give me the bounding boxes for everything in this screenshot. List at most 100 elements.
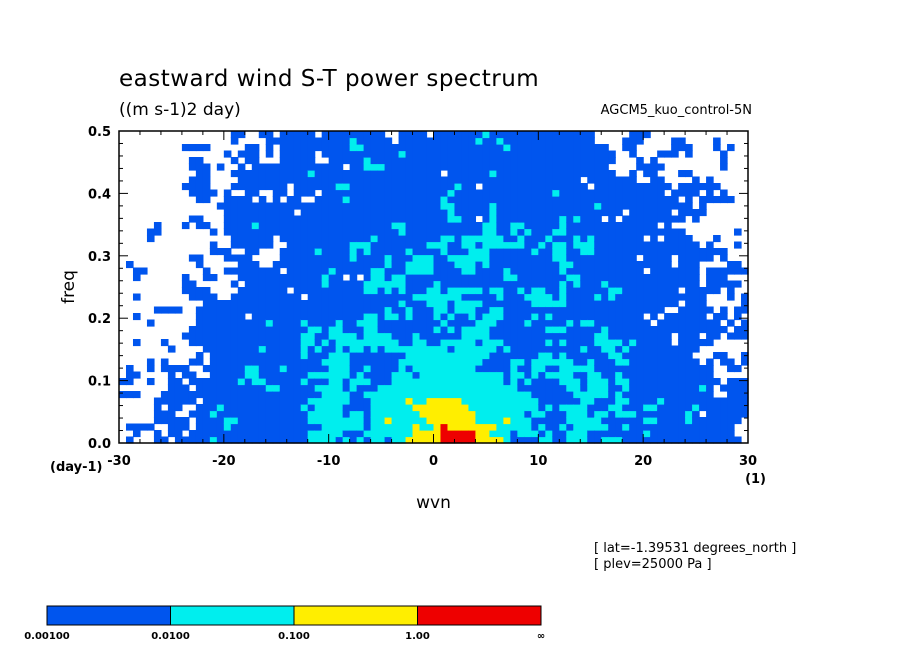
heatmap-cell	[468, 248, 477, 256]
heatmap-cell	[503, 170, 511, 178]
heatmap-cell	[363, 345, 372, 353]
heatmap-cell	[461, 144, 470, 152]
heatmap-cell	[363, 196, 372, 204]
heatmap-cell	[209, 384, 218, 392]
heatmap-cell	[489, 261, 497, 269]
heatmap-cell	[419, 222, 428, 230]
heatmap-cell	[692, 397, 700, 405]
heatmap-cell	[286, 345, 295, 353]
heatmap-cell	[713, 332, 721, 340]
heatmap-cell	[391, 345, 400, 353]
heatmap-cell	[363, 306, 372, 314]
heatmap-cell	[258, 410, 267, 418]
heatmap-cell	[545, 215, 553, 223]
heatmap-cell	[622, 306, 630, 314]
heatmap-cell	[440, 267, 449, 275]
heatmap-cell	[482, 150, 491, 158]
heatmap-cell	[426, 170, 435, 178]
heatmap-cell	[475, 404, 484, 412]
heatmap-cell	[426, 150, 435, 158]
heatmap-cell	[447, 436, 456, 444]
heatmap-cell	[391, 423, 400, 431]
heatmap-cell	[643, 436, 651, 444]
heatmap-cell	[412, 235, 421, 243]
heatmap-cell	[419, 306, 428, 314]
heatmap-cell	[573, 293, 581, 301]
heatmap-cell	[559, 410, 567, 418]
heatmap-cell	[335, 430, 344, 438]
heatmap-cell	[566, 352, 574, 360]
heatmap-cell	[328, 345, 337, 353]
heatmap-cell	[328, 209, 337, 217]
heatmap-cell	[363, 280, 372, 288]
heatmap-cell	[181, 144, 190, 152]
heatmap-cell	[664, 209, 672, 217]
heatmap-cell	[587, 241, 595, 249]
heatmap-cell	[279, 183, 288, 191]
heatmap-cell	[335, 423, 344, 431]
heatmap-cell	[384, 313, 393, 321]
heatmap-cell	[398, 397, 407, 405]
heatmap-cell	[174, 384, 183, 392]
heatmap-cell	[615, 332, 623, 340]
heatmap-cell	[608, 170, 616, 178]
heatmap-cell	[272, 332, 281, 340]
heatmap-cell	[426, 423, 435, 431]
heatmap-cell	[384, 417, 393, 425]
heatmap-cell	[398, 150, 407, 158]
heatmap-cell	[454, 371, 463, 379]
heatmap-cell	[440, 436, 449, 444]
heatmap-cell	[664, 404, 672, 412]
heatmap-cell	[496, 157, 504, 165]
heatmap-cell	[524, 345, 532, 353]
heatmap-cell	[328, 150, 337, 158]
heatmap-cell	[251, 222, 260, 230]
heatmap-cell	[174, 430, 183, 438]
heatmap-cell	[349, 170, 358, 178]
heatmap-cell	[545, 417, 553, 425]
heatmap-cell	[566, 131, 574, 139]
heatmap-cell	[223, 228, 232, 236]
heatmap-cell	[650, 436, 658, 444]
heatmap-cell	[713, 274, 721, 282]
heatmap-cell	[538, 378, 546, 386]
heatmap-cell	[300, 144, 309, 152]
heatmap-cell	[433, 150, 442, 158]
heatmap-cell	[251, 280, 260, 288]
heatmap-cell	[251, 391, 260, 399]
heatmap-cell	[195, 404, 204, 412]
heatmap-cell	[321, 352, 330, 360]
heatmap-cell	[363, 215, 372, 223]
heatmap-cell	[237, 378, 246, 386]
heatmap-cell	[601, 410, 609, 418]
heatmap-cell	[538, 170, 546, 178]
heatmap-cell	[363, 384, 372, 392]
heatmap-cell	[195, 352, 204, 360]
heatmap-cell	[314, 397, 323, 405]
heatmap-cell	[321, 267, 330, 275]
heatmap-cell	[230, 319, 239, 327]
heatmap-cell	[468, 241, 477, 249]
heatmap-cell	[650, 196, 658, 204]
heatmap-cell	[265, 222, 274, 230]
heatmap-cell	[531, 150, 539, 158]
heatmap-cell	[335, 417, 344, 425]
heatmap-cell	[258, 228, 267, 236]
heatmap-cell	[727, 196, 735, 204]
heatmap-cell	[321, 170, 330, 178]
heatmap-cell	[608, 352, 616, 360]
heatmap-cell	[314, 215, 323, 223]
heatmap-cell	[153, 430, 162, 438]
heatmap-cell	[230, 430, 239, 438]
heatmap-cell	[482, 144, 491, 152]
heatmap-cell	[489, 430, 497, 438]
heatmap-cell	[454, 423, 463, 431]
heatmap-cell	[349, 248, 358, 256]
heatmap-cell	[349, 280, 358, 288]
heatmap-cell	[629, 215, 637, 223]
heatmap-cell	[377, 345, 386, 353]
heatmap-cell	[594, 423, 602, 431]
heatmap-cell	[503, 254, 511, 262]
heatmap-cell	[531, 241, 539, 249]
heatmap-cell	[356, 241, 365, 249]
